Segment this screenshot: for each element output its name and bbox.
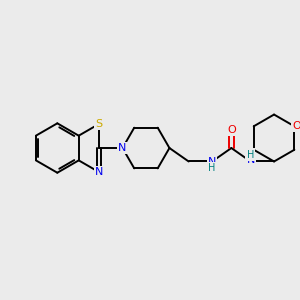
Text: N: N — [246, 155, 255, 166]
Text: H: H — [208, 164, 216, 173]
Text: N: N — [208, 158, 216, 167]
Text: O: O — [292, 121, 300, 131]
Text: S: S — [95, 119, 103, 129]
Text: O: O — [227, 125, 236, 135]
Text: N: N — [118, 143, 127, 153]
Text: H: H — [247, 150, 254, 160]
Text: N: N — [95, 167, 103, 177]
